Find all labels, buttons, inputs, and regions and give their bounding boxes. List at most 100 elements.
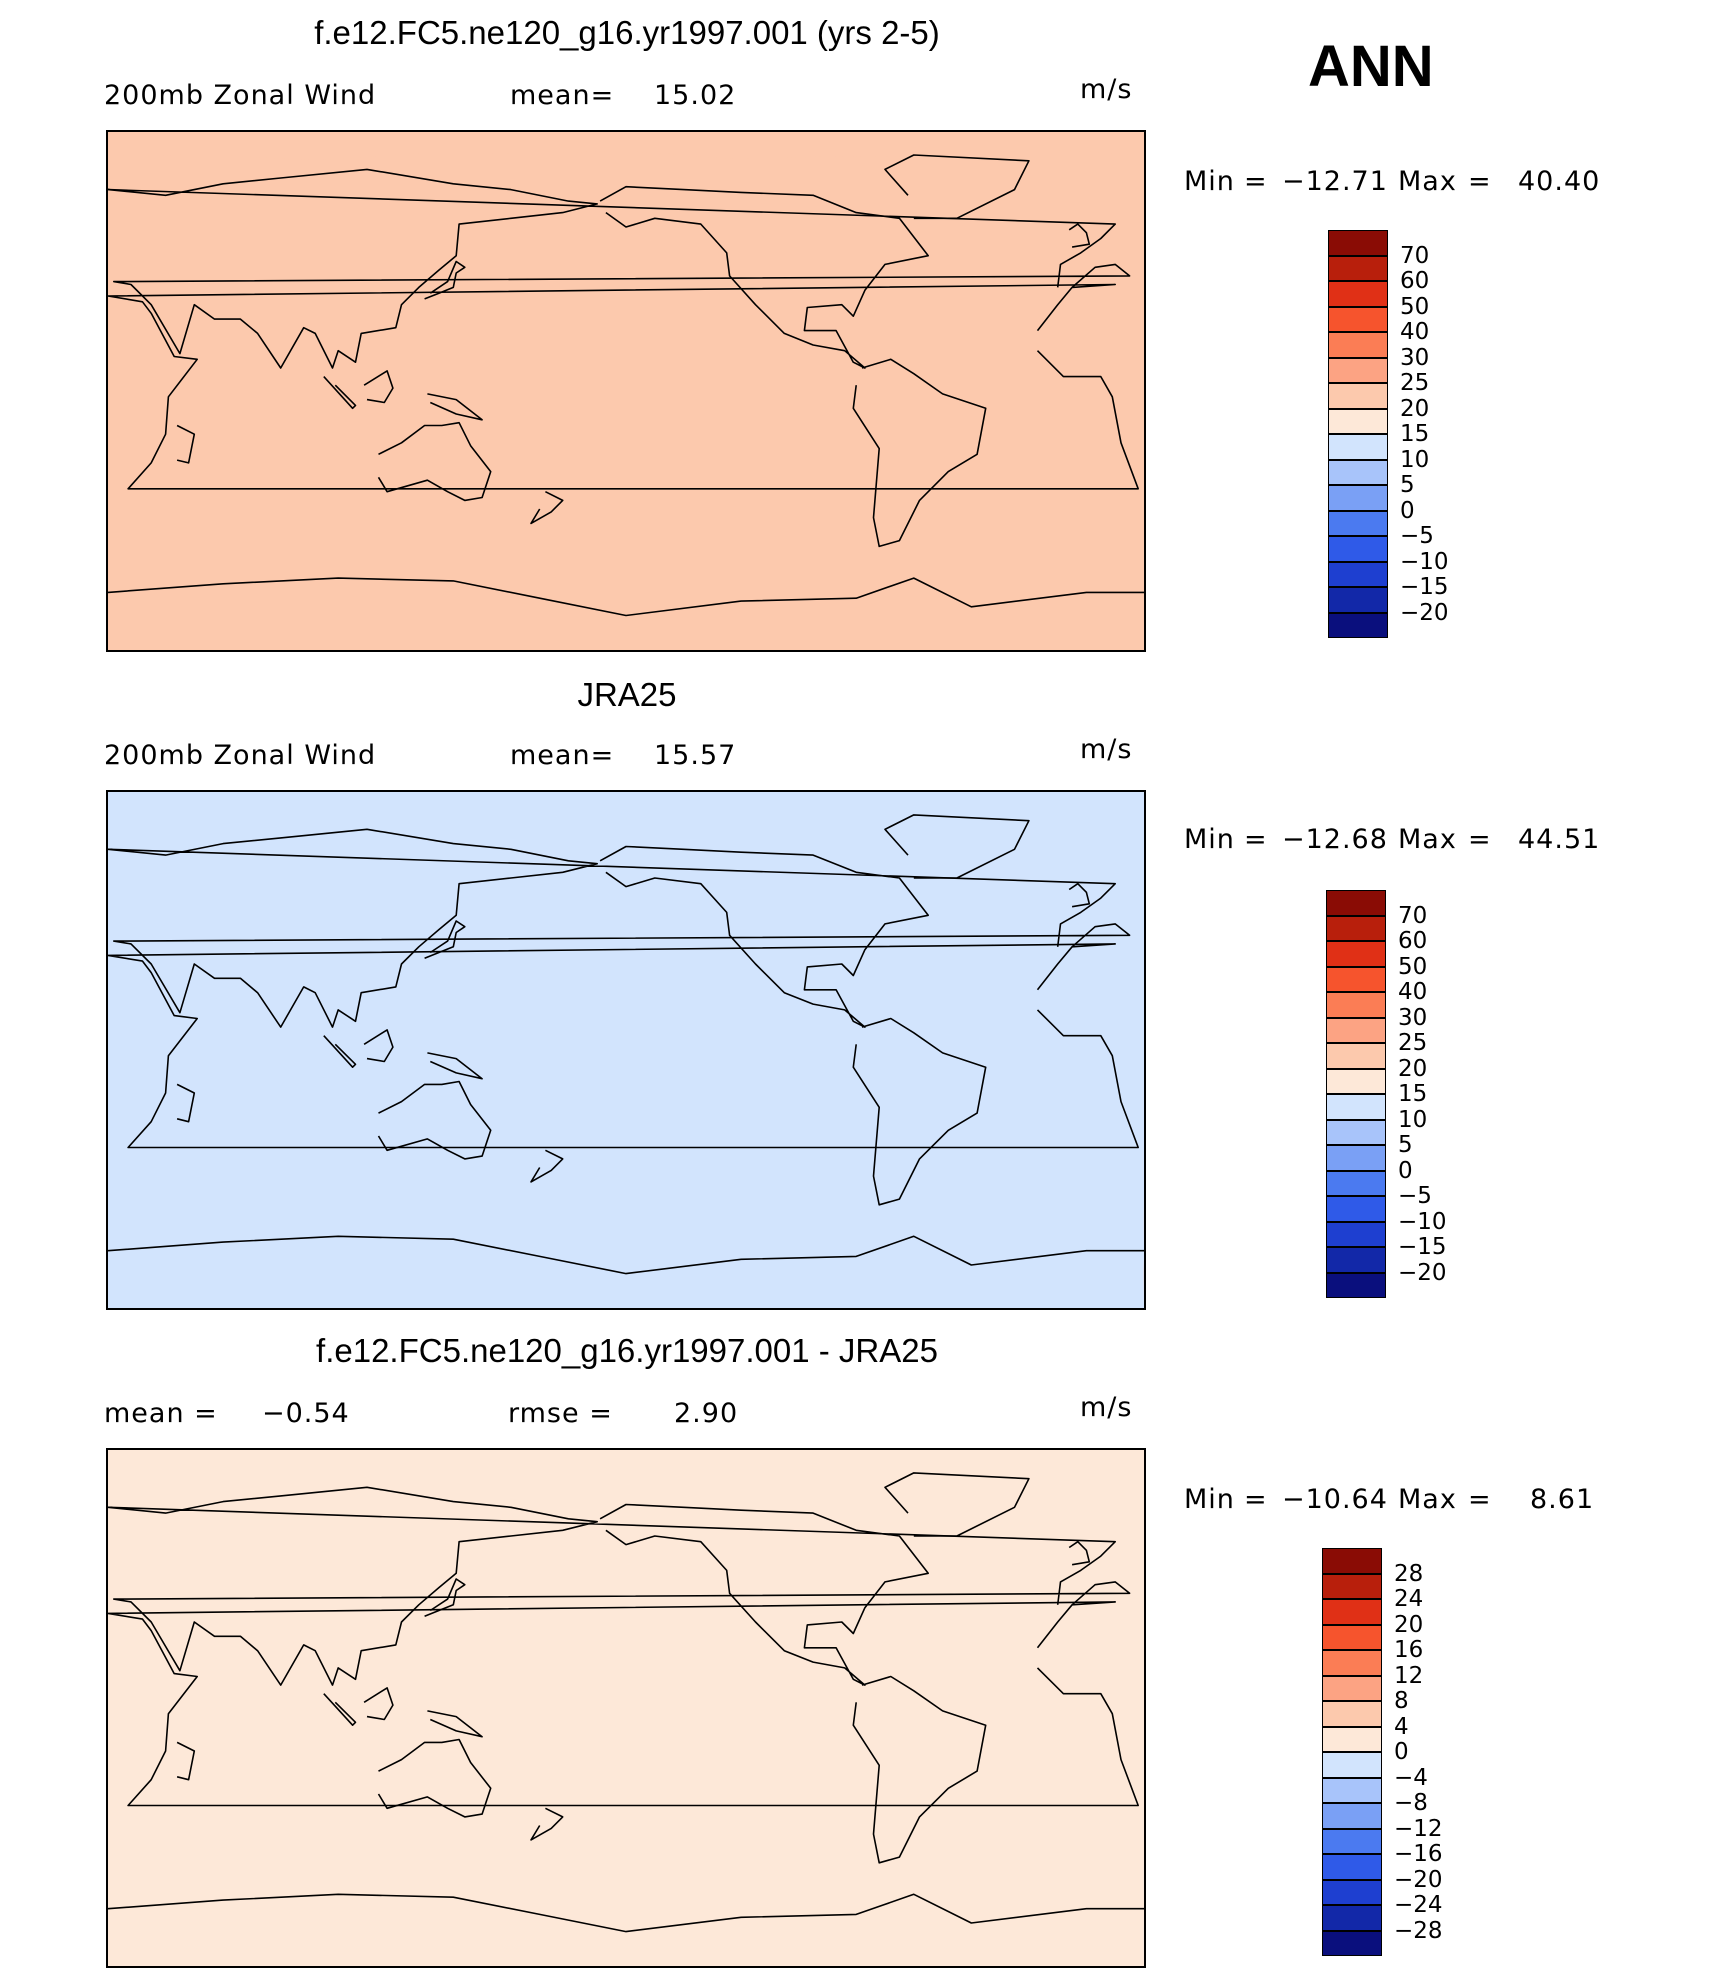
panel-3-max-label: Max (1398, 1484, 1457, 1515)
colorbar-segment (1326, 1145, 1386, 1171)
panel-2-mean-label: mean= (510, 740, 615, 771)
panel-1-max-label: Max (1398, 166, 1457, 197)
coastline (323, 376, 357, 410)
colorbar-segment (1326, 1247, 1386, 1273)
contour-band (108, 1472, 1144, 1966)
coastline (323, 1693, 357, 1727)
colorbar-segment (1322, 1879, 1382, 1905)
coastline (363, 1029, 394, 1063)
colorbar-segment (1328, 536, 1388, 562)
colorbar-tick-label: 0 (1394, 1739, 1409, 1765)
coastline (176, 1741, 196, 1781)
colorbar-segment (1328, 383, 1388, 409)
panel-3-mean-value: −0.54 (262, 1398, 350, 1429)
panel-3-min-eq: = (1244, 1484, 1268, 1515)
colorbar-segment (1328, 306, 1388, 332)
colorbar-segment (1322, 1573, 1382, 1599)
colorbar-tick-label: −10 (1400, 548, 1449, 575)
colorbar-tick-label: −15 (1400, 574, 1449, 600)
coastline (108, 168, 1131, 369)
colorbar-tick-label: −15 (1398, 1234, 1447, 1260)
panel-2-units: m/s (1080, 734, 1133, 765)
colorbar-segment (1326, 1068, 1386, 1094)
coastline (108, 1893, 1144, 1933)
panel-3-rmse-label: rmse = (508, 1398, 613, 1429)
panel-2-mean-value: 15.57 (654, 740, 737, 771)
panel-3-min-value: −10.64 (1282, 1484, 1388, 1515)
colorbar-segment (1328, 510, 1388, 536)
panel-3-max-eq: = (1468, 1484, 1492, 1515)
coastline (1068, 882, 1091, 908)
coastline (599, 845, 930, 1028)
colorbar-segment (1322, 1803, 1382, 1829)
panel-2-colorbar: 70 60 50 40 30 25 20 15 10 5 0 −5 −10 −15 −20 (1326, 890, 1526, 1300)
coastline (427, 393, 483, 421)
colorbar-tick-label: 4 (1394, 1713, 1409, 1740)
panel-1-mean-label: mean= (510, 80, 615, 111)
panel-1-min-value: −12.71 (1282, 166, 1388, 197)
panel-2-min-label: Min (1184, 824, 1235, 855)
panel-3-rmse-value: 2.90 (674, 1398, 739, 1429)
colorbar-tick-label: 15 (1400, 421, 1430, 447)
colorbar-tick-label: 60 (1398, 928, 1428, 954)
colorbar-tick-label: 12 (1394, 1662, 1424, 1689)
colorbar-segment (1328, 230, 1388, 256)
panel-2-max-eq: = (1468, 824, 1492, 855)
colorbar-tick-label: 5 (1398, 1132, 1413, 1158)
coastline (530, 1149, 564, 1183)
panel-1-units: m/s (1080, 74, 1133, 105)
panel-2-title: JRA25 (577, 676, 677, 713)
colorbar-segment (1326, 966, 1386, 992)
colorbar-tick-label: 15 (1398, 1081, 1428, 1107)
colorbar-segment (1322, 1675, 1382, 1701)
colorbar-segment (1322, 1599, 1382, 1625)
colorbar-segment (1326, 890, 1386, 916)
coastline (108, 577, 1144, 617)
colorbar-segment (1328, 561, 1388, 587)
colorbar-segment (1328, 434, 1388, 460)
panel-2-variable-label: 200mb Zonal Wind (104, 740, 377, 771)
panel-3-units: m/s (1080, 1392, 1133, 1423)
colorbar-segment (1328, 612, 1388, 638)
colorbar-segment (1322, 1650, 1382, 1676)
panel-2-max-label: Max (1398, 824, 1457, 855)
colorbar-tick-label: −28 (1394, 1917, 1443, 1944)
colorbar-tick-label: 28 (1394, 1560, 1424, 1587)
colorbar-tick-label: 16 (1394, 1637, 1424, 1663)
panel-3-map (106, 1448, 1146, 1968)
coastline (108, 1235, 1144, 1275)
panel-1-colorbar: 70 60 50 40 30 25 20 15 10 5 0 −5 −10 −15 −20 (1328, 230, 1528, 642)
coastline (599, 185, 930, 369)
colorbar-tick-label: 10 (1398, 1106, 1428, 1133)
colorbar-tick-label: −16 (1394, 1841, 1443, 1867)
colorbar-segment (1322, 1624, 1382, 1650)
colorbar-tick-label: 30 (1400, 344, 1430, 371)
colorbar-segment (1322, 1854, 1382, 1880)
colorbar-tick-label: 50 (1398, 953, 1428, 980)
colorbar-segment (1326, 1119, 1386, 1145)
coastline (108, 1486, 1131, 1686)
coastline (852, 1675, 987, 1864)
coastline (424, 1578, 466, 1618)
colorbar-tick-label: −4 (1394, 1764, 1428, 1791)
colorbar-tick-label: −12 (1394, 1815, 1443, 1842)
coastline (530, 1807, 564, 1841)
colorbar-tick-label: −5 (1400, 523, 1434, 549)
coastline (377, 1738, 492, 1818)
colorbar-segment (1326, 941, 1386, 967)
colorbar-tick-label: −20 (1398, 1259, 1447, 1286)
coastline (427, 1052, 483, 1080)
colorbar-tick-label: 10 (1400, 446, 1430, 473)
colorbar-segment (1326, 1043, 1386, 1069)
colorbar-tick-label: 0 (1400, 497, 1415, 524)
panel-3-min-label: Min (1184, 1484, 1235, 1515)
panel-1-title: f.e12.FC5.ne120_g16.yr1997.001 (yrs 2-5) (314, 14, 940, 51)
panel-1-map (106, 130, 1146, 652)
colorbar-segment (1326, 1094, 1386, 1120)
colorbar-tick-label: −20 (1394, 1866, 1443, 1893)
colorbar-segment (1326, 915, 1386, 941)
colorbar-tick-label: 25 (1398, 1030, 1428, 1056)
colorbar-segment (1322, 1726, 1382, 1752)
colorbar-tick-label: 20 (1398, 1055, 1428, 1082)
colorbar-tick-label: −20 (1400, 599, 1449, 626)
